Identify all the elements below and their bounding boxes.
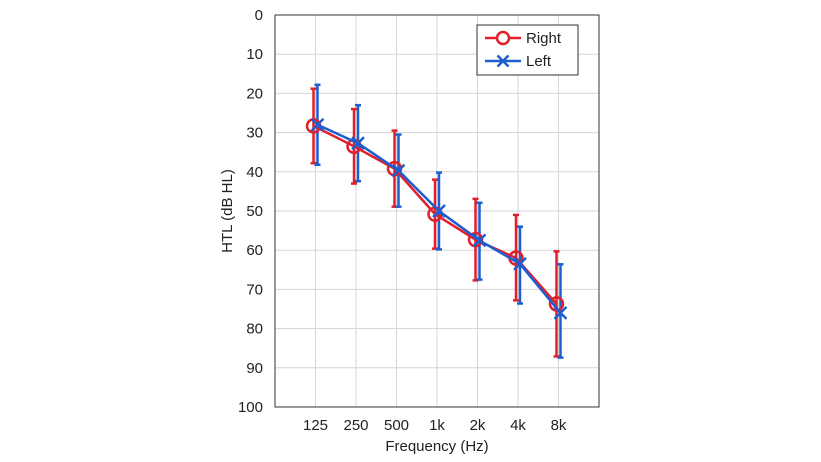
x-tick-label: 2k: [470, 417, 486, 434]
y-tick-label: 30: [246, 125, 263, 142]
legend: Right Left: [476, 24, 579, 76]
x-tick-label: 1k: [429, 417, 445, 434]
legend-circle-marker: [495, 30, 511, 46]
y-tick-label: 50: [246, 203, 263, 220]
x-axis-title: Frequency (Hz): [385, 438, 488, 455]
legend-entry: Left: [485, 53, 552, 70]
x-tick-label: 4k: [510, 417, 526, 434]
y-tick-label: 0: [255, 7, 263, 24]
x-tick-label: 125: [303, 417, 328, 434]
series-layer: [305, 83, 568, 359]
legend-x-marker: [496, 54, 510, 68]
legend-box: [476, 24, 579, 76]
data-point-x: [432, 204, 446, 218]
x-tick-label: 500: [384, 417, 409, 434]
data-point-x: [310, 117, 325, 132]
y-axis-title: HTL (dB HL): [219, 169, 236, 253]
series-left-line: [310, 117, 568, 320]
plot-frame: [274, 14, 600, 408]
series-right: [310, 87, 560, 358]
x-tick-label: 8k: [551, 417, 567, 434]
y-tick-label: 80: [246, 321, 263, 338]
y-tick-label: 100: [238, 399, 263, 416]
legend-label: Left: [526, 53, 552, 70]
y-tick-label: 40: [246, 164, 263, 181]
data-point-x: [513, 257, 527, 271]
data-point-x: [553, 306, 568, 320]
legend-entry: Right: [485, 30, 562, 47]
y-tick-label: 90: [246, 360, 263, 377]
data-point-x: [391, 163, 406, 178]
series-left: [314, 83, 564, 359]
y-tick-label: 20: [246, 85, 263, 102]
y-tick-label: 60: [246, 242, 263, 259]
y-tick-label: 70: [246, 281, 263, 298]
y-axis-ticks: 0 10 20 30 40 50 60 70 80 90 100: [238, 7, 263, 416]
data-point-x: [472, 233, 487, 248]
data-point-x: [351, 136, 365, 151]
x-tick-label: 250: [343, 417, 368, 434]
y-tick-label: 10: [246, 46, 263, 63]
legend-label: Right: [526, 30, 562, 47]
x-axis-ticks: 125 250 500 1k 2k 4k 8k: [303, 417, 567, 434]
